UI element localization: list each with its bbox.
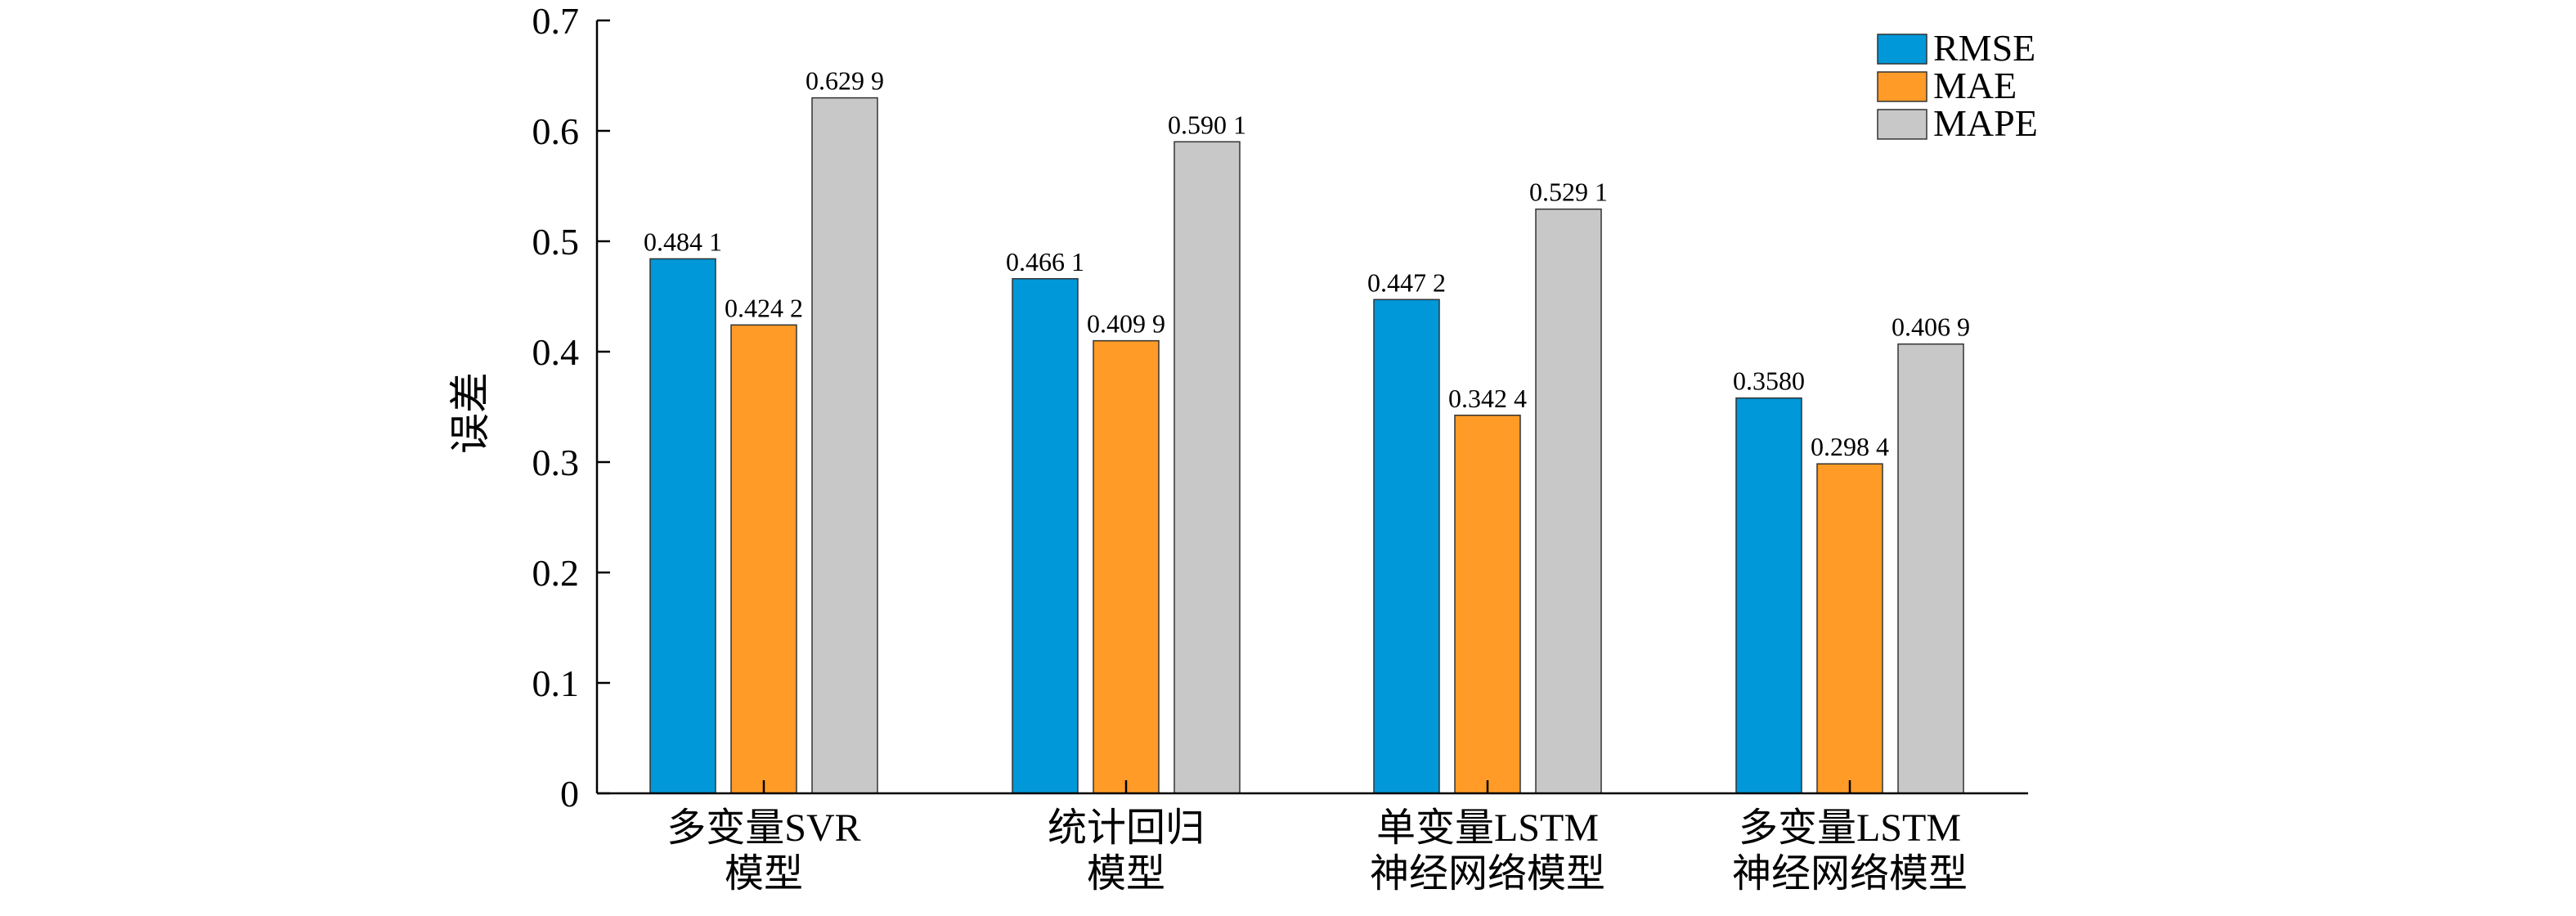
data-label-mae-2: 0.409 9 (1087, 309, 1165, 339)
legend-label-mape: MAPE (1933, 102, 2038, 144)
data-label-mape-1: 0.629 9 (806, 66, 884, 96)
bar-mape-1 (811, 97, 878, 794)
bar-mape-4 (1897, 343, 1964, 794)
y-tick-label: 0.1 (532, 662, 580, 704)
legend-swatch-mae (1877, 71, 1928, 102)
data-label-mae-3: 0.342 4 (1448, 384, 1527, 413)
x-tick-label: 模型 (1087, 852, 1165, 896)
data-label-mape-3: 0.529 1 (1529, 177, 1608, 207)
bar-mae-1 (730, 324, 797, 794)
bar-rmse-4 (1735, 397, 1802, 794)
data-label-rmse-3: 0.447 2 (1367, 267, 1446, 297)
bar-mape-3 (1535, 208, 1602, 794)
x-tick-label: 统计回归 (1048, 806, 1205, 850)
data-label-mae-1: 0.424 2 (725, 293, 803, 322)
data-label-rmse-2: 0.466 1 (1006, 247, 1084, 276)
y-axis-title: 误差 (447, 372, 493, 454)
y-tick-label: 0.5 (532, 221, 580, 263)
bar-rmse-2 (1012, 278, 1079, 794)
bar-rmse-1 (649, 258, 716, 794)
bar-mae-3 (1454, 415, 1521, 794)
legend-label-mae: MAE (1933, 65, 2017, 106)
x-tick-label: 单变量LSTM (1376, 806, 1599, 850)
x-tick-label: 多变量SVR (666, 806, 860, 850)
legend-label-rmse: RMSE (1933, 27, 2035, 69)
x-tick-label: 多变量LSTM (1739, 806, 1961, 850)
data-label-mae-4: 0.298 4 (1811, 432, 1889, 461)
data-label-rmse-4: 0.3580 (1733, 366, 1805, 396)
bar-mae-4 (1816, 463, 1883, 794)
y-tick-label: 0.6 (532, 110, 580, 152)
bar-mae-2 (1093, 339, 1160, 794)
y-tick-label: 0.4 (532, 331, 580, 373)
bar-mape-2 (1174, 141, 1241, 794)
x-tick-label: 神经网络模型 (1732, 852, 1968, 896)
y-tick-label: 0 (560, 773, 579, 815)
legend-swatch-rmse (1877, 34, 1928, 65)
x-tick-label: 模型 (725, 852, 803, 896)
y-tick-label: 0.3 (532, 442, 580, 483)
y-tick-label: 0.7 (532, 0, 580, 42)
y-tick-label: 0.2 (532, 552, 580, 594)
bar-rmse-3 (1373, 299, 1440, 794)
x-tick-label: 神经网络模型 (1370, 852, 1605, 896)
data-label-mape-2: 0.590 1 (1168, 110, 1246, 139)
legend-swatch-mape (1877, 109, 1928, 140)
data-label-mape-4: 0.406 9 (1892, 312, 1970, 342)
data-label-rmse-1: 0.484 1 (644, 227, 722, 256)
